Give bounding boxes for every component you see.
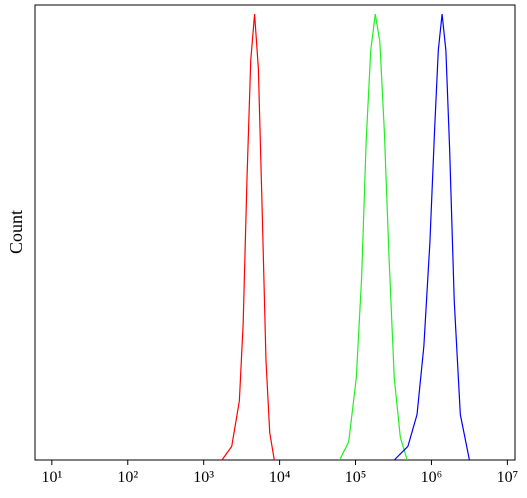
plot-frame (34, 4, 516, 461)
x-tick-label: 10² (117, 469, 138, 486)
histogram-line (339, 14, 408, 461)
histogram-line (221, 14, 275, 461)
x-tick-label: 10⁴ (269, 469, 291, 486)
x-tick-label: 10¹ (41, 469, 62, 486)
x-tick-label: 10⁶ (421, 469, 443, 486)
histogram-line (393, 14, 471, 461)
x-tick-label: 10⁵ (345, 469, 367, 486)
x-tick-label: 10⁷ (497, 469, 519, 486)
y-axis-label: Count (6, 210, 26, 254)
x-tick-label: 10³ (193, 469, 214, 486)
